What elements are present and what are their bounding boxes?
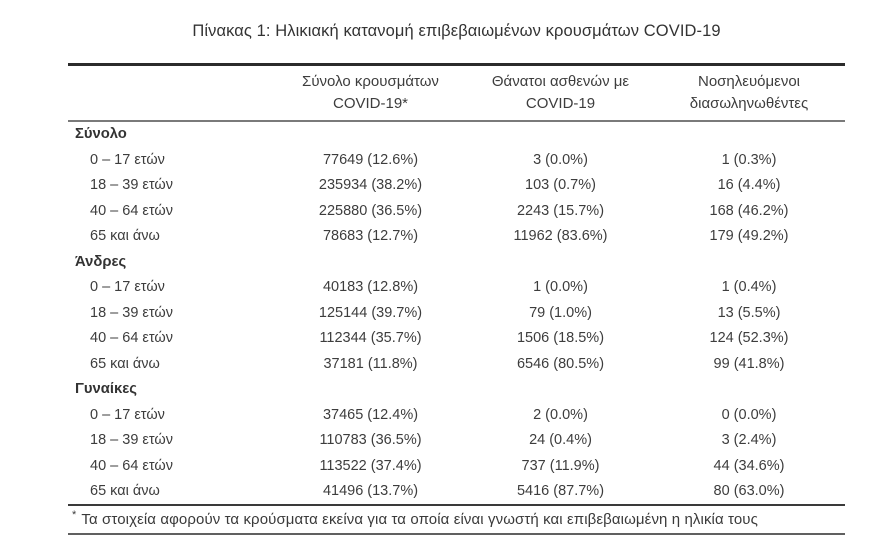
intubated-cell: 16 (4.4%)	[717, 177, 781, 194]
table-bottom-rule	[68, 533, 845, 535]
deaths-cell: 737 (11.9%)	[521, 457, 600, 474]
table-header-row: Σύνολο κρουσμάτων COVID-19* Θάνατοι ασθε…	[68, 66, 845, 120]
footnote-divider	[68, 504, 845, 506]
table-row: 65 και άνω 37181 (11.8%) 6546 (80.5%) 99…	[68, 351, 845, 377]
table-row: 0 – 17 ετών 77649 (12.6%) 3 (0.0%) 1 (0.…	[68, 147, 845, 173]
cases-cell: 235934 (38.2%)	[318, 177, 423, 194]
age-label: 65 και άνω	[90, 483, 160, 500]
covid-age-distribution-table: Σύνολο κρουσμάτων COVID-19* Θάνατοι ασθε…	[68, 63, 845, 535]
cases-cell: 225880 (36.5%)	[318, 202, 423, 219]
cases-cell: 37465 (12.4%)	[322, 406, 419, 423]
deaths-cell: 79 (1.0%)	[529, 304, 592, 321]
table-row: 18 – 39 ετών 110783 (36.5%) 24 (0.4%) 3 …	[68, 428, 845, 454]
table-body: Σύνολο 0 – 17 ετών 77649 (12.6%) 3 (0.0%…	[68, 122, 845, 505]
intubated-cell: 99 (41.8%)	[713, 355, 785, 372]
table-row: 0 – 17 ετών 40183 (12.8%) 1 (0.0%) 1 (0.…	[68, 275, 845, 301]
cases-cell: 125144 (39.7%)	[318, 304, 423, 321]
deaths-cell: 24 (0.4%)	[529, 432, 592, 449]
age-label: 40 – 64 ετών	[90, 202, 173, 219]
cases-cell: 77649 (12.6%)	[322, 151, 419, 168]
cases-cell: 112344 (35.7%)	[319, 330, 422, 347]
cases-cell: 78683 (12.7%)	[322, 228, 419, 245]
deaths-cell: 1 (0.0%)	[533, 279, 588, 296]
header-divider	[68, 119, 845, 122]
deaths-cell: 5416 (87.7%)	[516, 483, 605, 500]
table-row: 40 – 64 ετών 112344 (35.7%) 1506 (18.5%)…	[68, 326, 845, 352]
cases-cell: 113522 (37.4%)	[319, 457, 422, 474]
intubated-cell: 44 (34.6%)	[713, 457, 785, 474]
table-row: 18 – 39 ετών 235934 (38.2%) 103 (0.7%) 1…	[68, 173, 845, 199]
age-label: 40 – 64 ετών	[90, 330, 173, 347]
column-header-line: COVID-19	[525, 94, 596, 112]
age-label: 0 – 17 ετών	[90, 151, 165, 168]
intubated-cell: 13 (5.5%)	[717, 304, 781, 321]
intubated-cell: 1 (0.3%)	[721, 151, 777, 168]
intubated-cell: 179 (49.2%)	[709, 228, 789, 245]
table-top-rule	[68, 63, 845, 66]
column-header-line: COVID-19*	[332, 94, 409, 112]
age-label: 0 – 17 ετών	[90, 279, 165, 296]
cases-cell: 41496 (13.7%)	[322, 483, 419, 500]
column-header-line: διασωληνωθέντες	[689, 94, 809, 112]
intubated-cell: 0 (0.0%)	[721, 406, 777, 423]
table-row: 65 και άνω 41496 (13.7%) 5416 (87.7%) 80…	[68, 479, 845, 505]
age-label: 18 – 39 ετών	[90, 432, 173, 449]
age-label: 18 – 39 ετών	[90, 304, 173, 321]
cases-cell: 110783 (36.5%)	[319, 432, 422, 449]
intubated-cell: 124 (52.3%)	[709, 330, 789, 347]
cases-cell: 37181 (11.8%)	[323, 355, 418, 372]
age-label: 65 και άνω	[90, 228, 160, 245]
table-row: 65 και άνω 78683 (12.7%) 11962 (83.6%) 1…	[68, 224, 845, 250]
column-header-line: Νοσηλευόμενοι	[697, 72, 800, 90]
table-footnote: * Τα στοιχεία αφορούν τα κρούσματα εκείν…	[68, 506, 845, 533]
footnote-text: Τα στοιχεία αφορούν τα κρούσματα εκείνα …	[81, 511, 758, 528]
age-label: 0 – 17 ετών	[90, 406, 165, 423]
age-label: 18 – 39 ετών	[90, 177, 173, 194]
table-row: 40 – 64 ετών 225880 (36.5%) 2243 (15.7%)…	[68, 198, 845, 224]
intubated-cell: 168 (46.2%)	[709, 202, 789, 219]
intubated-cell: 3 (2.4%)	[721, 432, 777, 449]
section-label-women: Γυναίκες	[75, 381, 137, 398]
column-header-line: Θάνατοι ασθενών με	[491, 72, 630, 90]
footnote-asterisk: *	[72, 508, 77, 521]
deaths-cell: 6546 (80.5%)	[516, 355, 605, 372]
age-label: 65 και άνω	[90, 355, 160, 372]
deaths-cell: 11962 (83.6%)	[513, 228, 608, 245]
deaths-cell: 2 (0.0%)	[533, 406, 588, 423]
intubated-cell: 80 (63.0%)	[713, 483, 785, 500]
age-label: 40 – 64 ετών	[90, 457, 173, 474]
deaths-cell: 103 (0.7%)	[525, 177, 596, 194]
column-header-cases: Σύνολο κρουσμάτων COVID-19*	[273, 71, 468, 115]
deaths-cell: 2243 (15.7%)	[516, 202, 605, 219]
column-header-deaths: Θάνατοι ασθενών με COVID-19	[468, 71, 653, 115]
table-row: 40 – 64 ετών 113522 (37.4%) 737 (11.9%) …	[68, 453, 845, 479]
column-header-line: Σύνολο κρουσμάτων	[302, 72, 439, 90]
column-header-intubated: Νοσηλευόμενοι διασωληνωθέντες	[653, 71, 845, 115]
intubated-cell: 1 (0.4%)	[721, 279, 777, 296]
page-title: Πίνακας 1: Ηλικιακή κατανομή επιβεβαιωμέ…	[192, 22, 721, 40]
section-label-total: Σύνολο	[75, 126, 127, 143]
table-row: 0 – 17 ετών 37465 (12.4%) 2 (0.0%) 0 (0.…	[68, 402, 845, 428]
cases-cell: 40183 (12.8%)	[322, 279, 419, 296]
deaths-cell: 1506 (18.5%)	[516, 330, 605, 347]
deaths-cell: 3 (0.0%)	[533, 151, 588, 168]
table-row: 18 – 39 ετών 125144 (39.7%) 79 (1.0%) 13…	[68, 300, 845, 326]
section-label-men: Άνδρες	[75, 253, 127, 270]
